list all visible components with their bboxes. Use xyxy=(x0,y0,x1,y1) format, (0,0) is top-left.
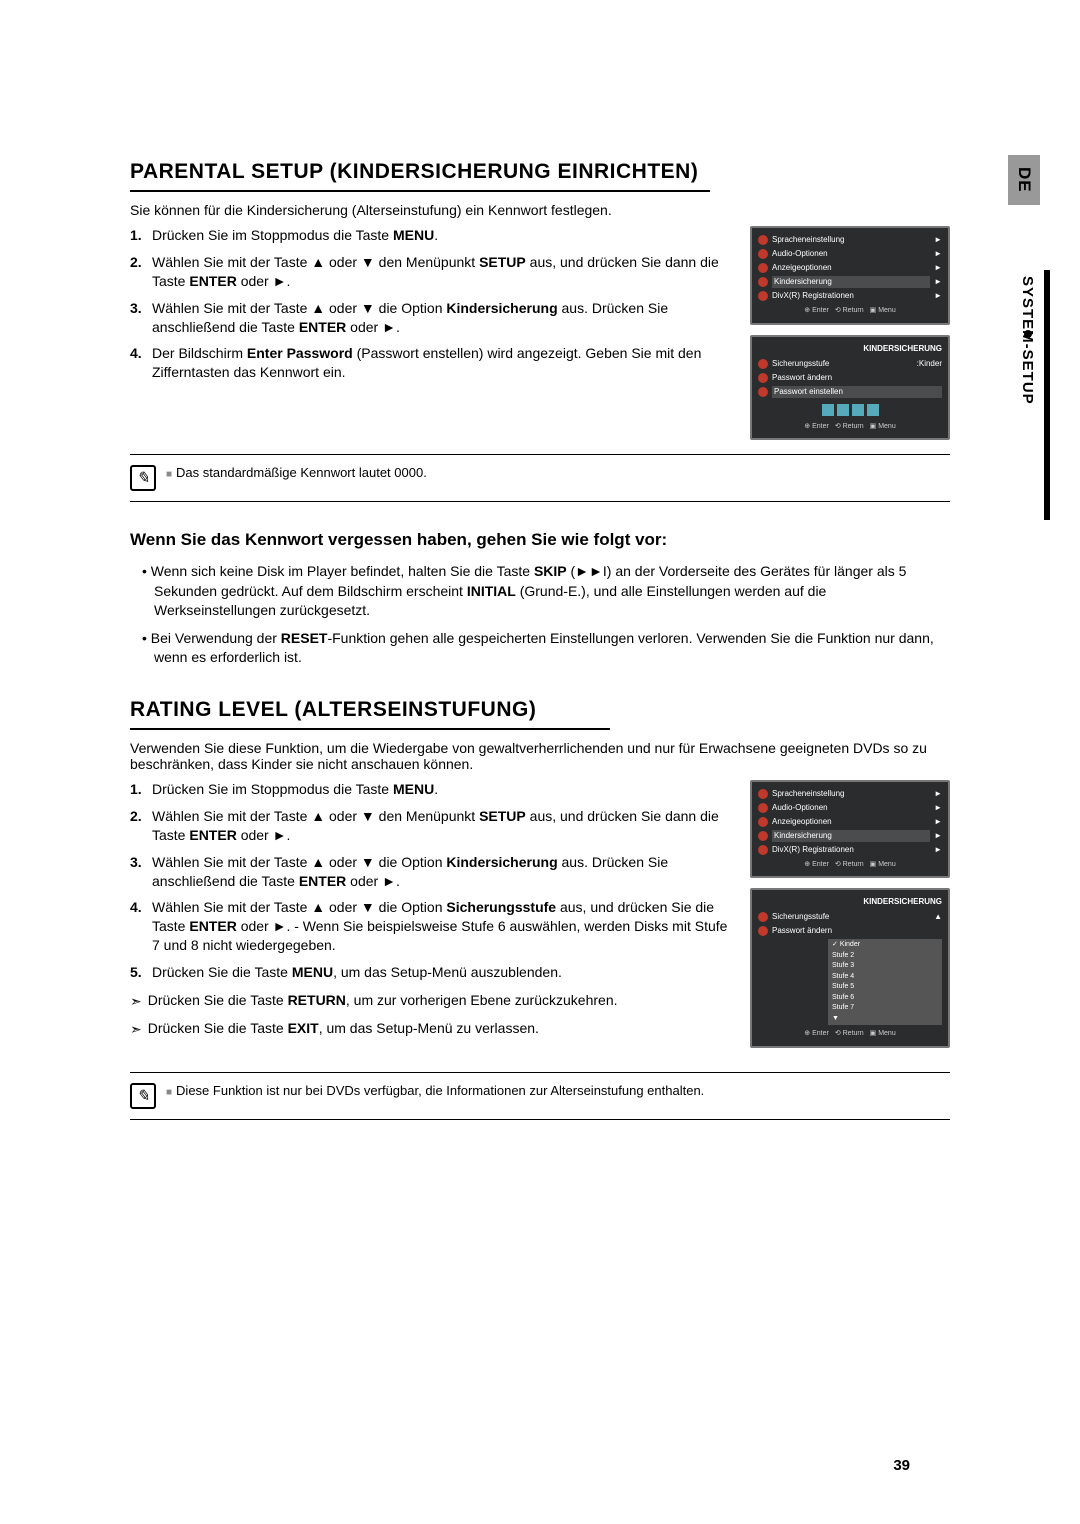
parental-note: ✎ ■Das standardmäßige Kennwort lautet 00… xyxy=(130,454,950,502)
parental-intro: Sie können für die Kindersicherung (Alte… xyxy=(130,202,950,218)
rating-screenshot-1: Spracheneinstellung► Audio-Optionen► Anz… xyxy=(750,780,950,879)
exit-line: ➣Drücken Sie die Taste EXIT, um das Setu… xyxy=(130,1020,738,1038)
rating-intro: Verwenden Sie diese Funktion, um die Wie… xyxy=(130,740,950,772)
return-line: ➣Drücken Sie die Taste RETURN, um zur vo… xyxy=(130,992,738,1010)
parental-heading: PARENTAL SETUP (KINDERSICHERUNG EINRICHT… xyxy=(130,160,710,192)
parental-steps: 1. Drücken Sie im Stoppmodus die Taste M… xyxy=(130,226,738,382)
forgot-heading: Wenn Sie das Kennwort vergessen haben, g… xyxy=(130,530,950,550)
rating-steps: 1. Drücken Sie im Stoppmodus die Taste M… xyxy=(130,780,738,982)
forgot-bullets: Wenn sich keine Disk im Player befindet,… xyxy=(130,562,950,668)
page-number: 39 xyxy=(893,1457,910,1474)
rating-heading: RATING LEVEL (ALTERSEINSTUFUNG) xyxy=(130,698,610,730)
note-icon: ✎ xyxy=(130,465,156,491)
parental-screenshot-2: KINDERSICHERUNG Sicherungsstufe:Kinder P… xyxy=(750,335,950,441)
parental-screenshot-1: Spracheneinstellung► Audio-Optionen► Anz… xyxy=(750,226,950,325)
side-tab-lang: DE xyxy=(1008,155,1040,205)
note-icon: ✎ xyxy=(130,1083,156,1109)
rating-screenshot-2: KINDERSICHERUNG Sicherungsstufe▲ Passwor… xyxy=(750,888,950,1048)
side-accent-line xyxy=(1044,270,1050,520)
rating-note: ✎ ■Diese Funktion ist nur bei DVDs verfü… xyxy=(130,1072,950,1120)
side-tab-section: SYSTEM-SETUP xyxy=(1015,270,1040,411)
